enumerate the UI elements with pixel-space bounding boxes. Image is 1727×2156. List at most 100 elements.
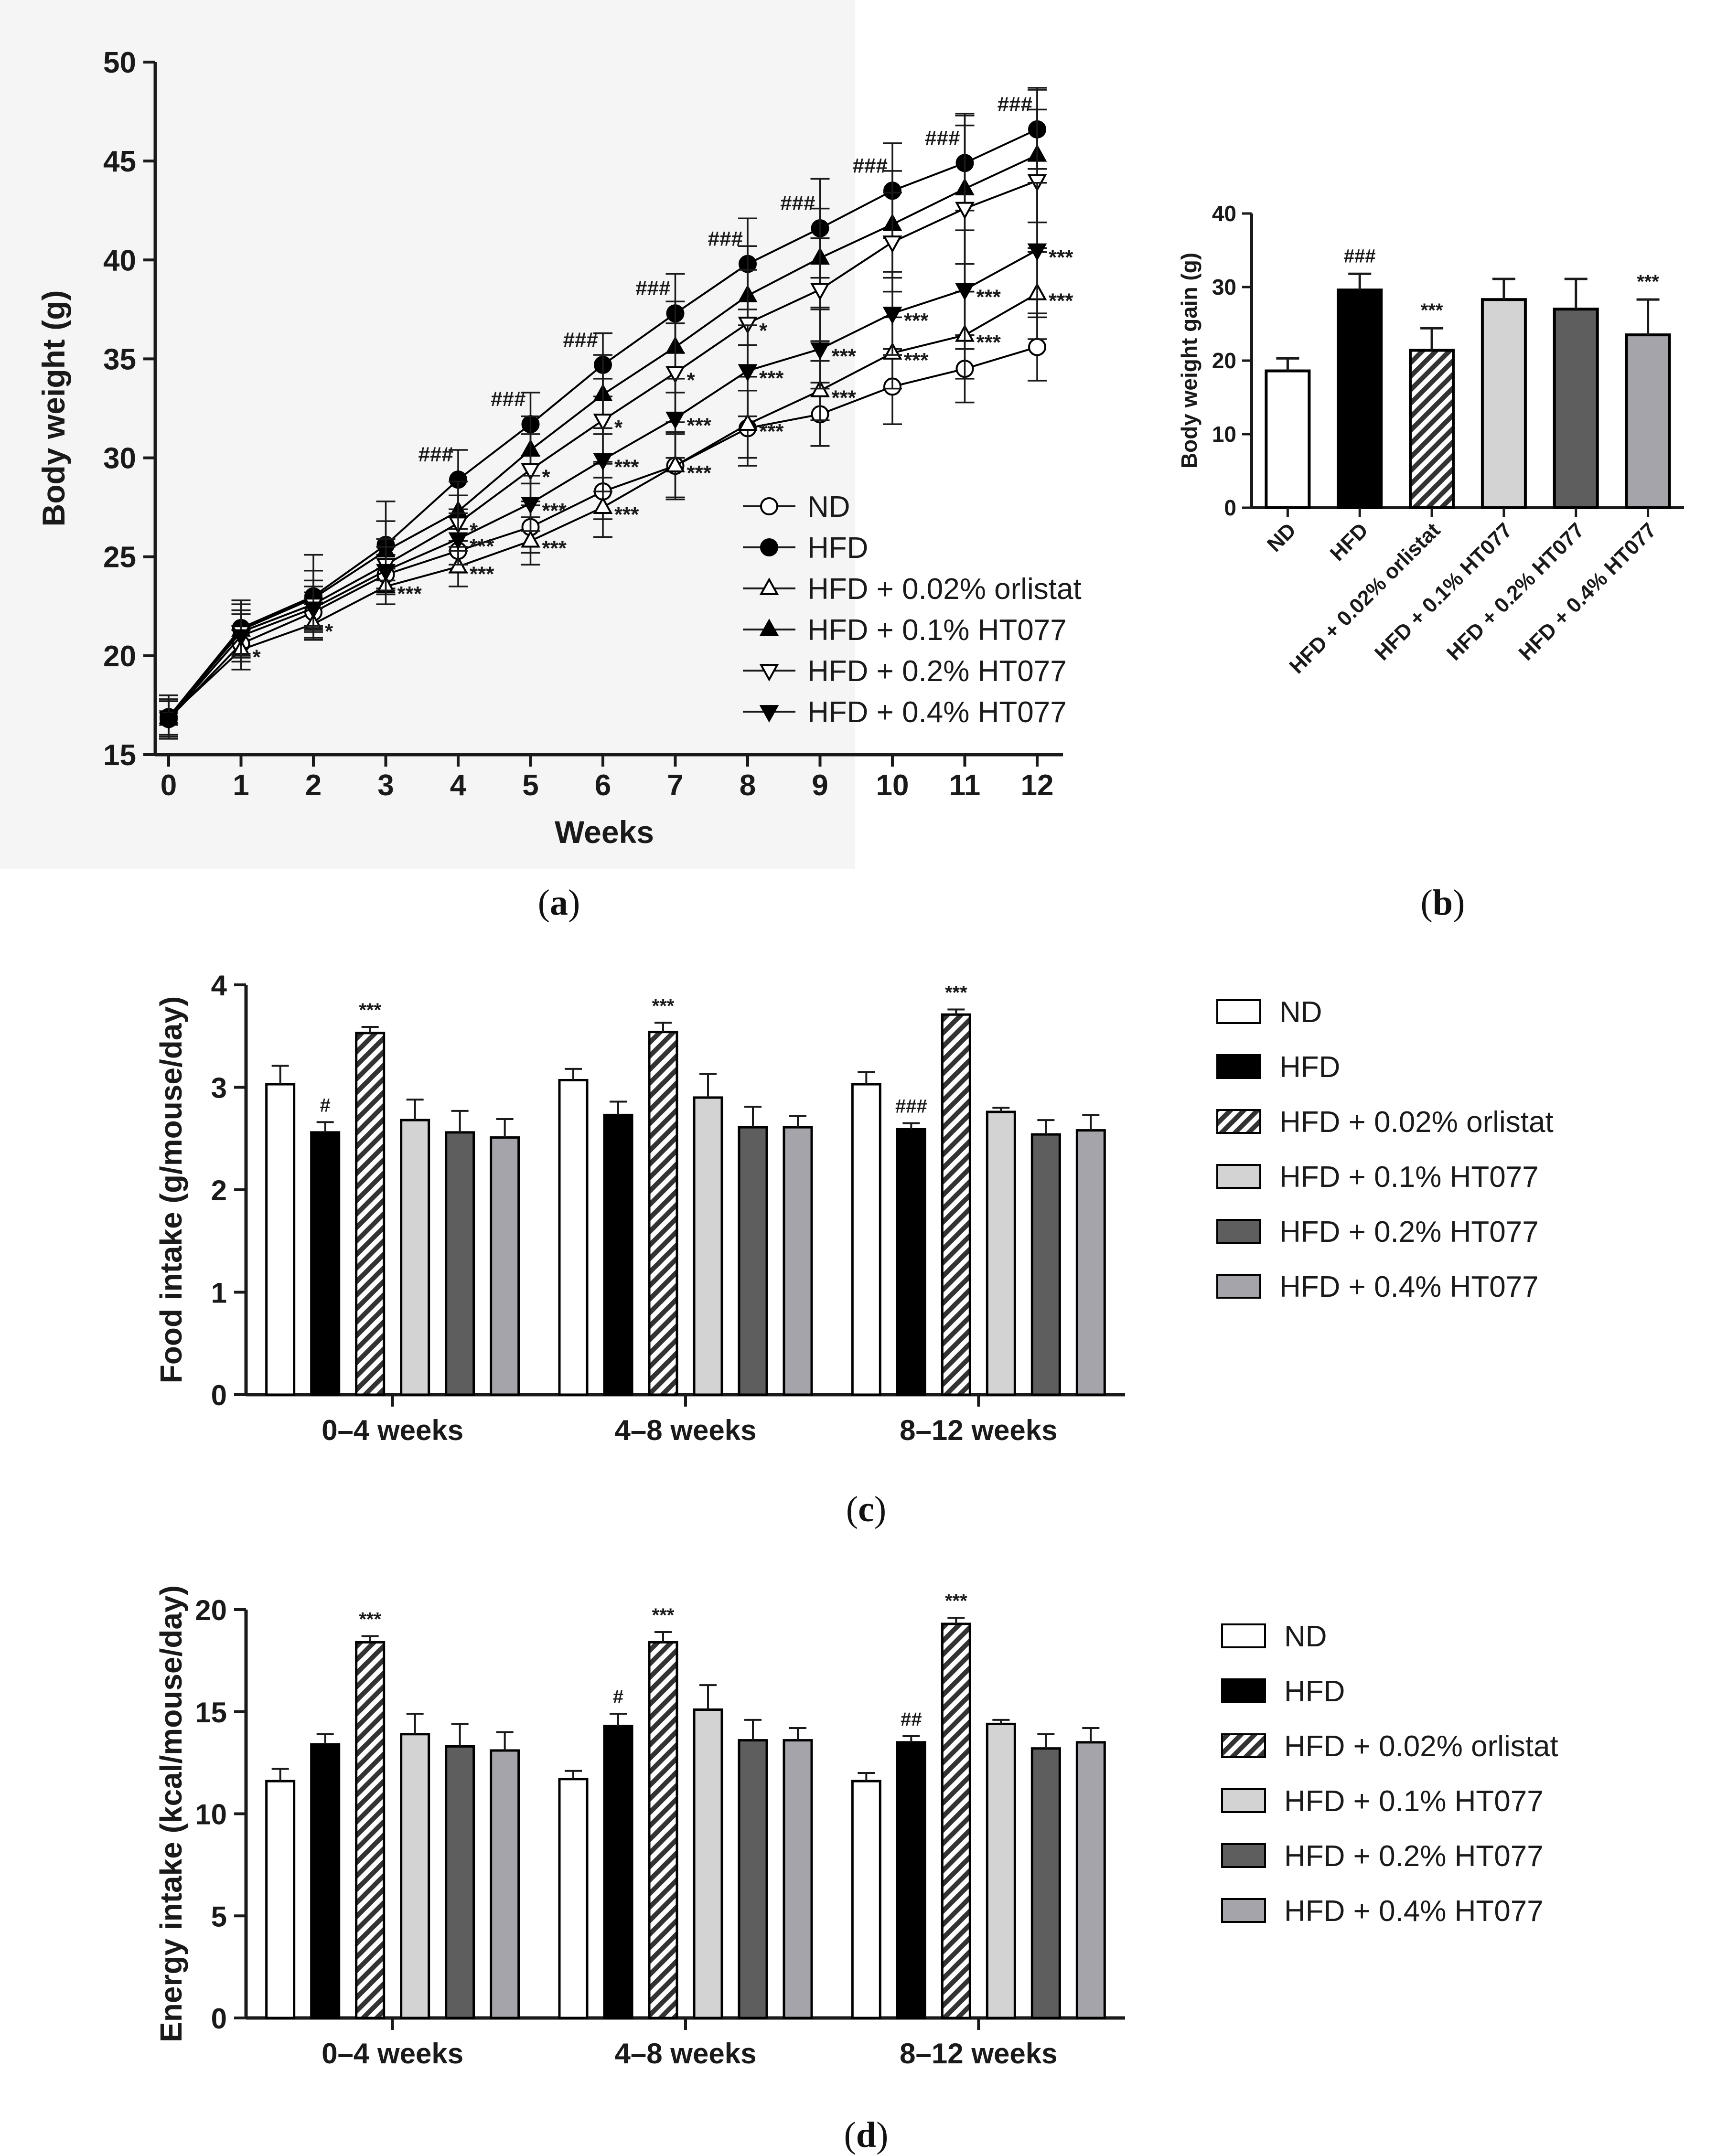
panel-d-legend-swatch — [1221, 1788, 1266, 1813]
panel-d-bar — [1075, 1741, 1106, 2019]
panel-d-significance: *** — [359, 1609, 381, 1630]
panel-a-significance: *** — [832, 345, 857, 368]
panel-d-bar — [896, 1741, 926, 2019]
panel-a-y-tick-label: 35 — [103, 343, 136, 376]
panel-a-significance: *** — [904, 309, 929, 332]
panel-c-legend-label: HFD — [1279, 1051, 1340, 1084]
panel-b-x-tick-label: HFD + 0.4% HT077 — [1514, 518, 1661, 665]
panel-a-x-tick-label: 6 — [595, 769, 611, 802]
panel-a-x-tick-label: 9 — [812, 769, 828, 802]
panel-a-x-tick-label: 11 — [949, 769, 981, 802]
panel-b-bar — [1553, 308, 1599, 509]
panel-d-significance: *** — [945, 1590, 967, 1612]
panel-a-significance: * — [253, 645, 261, 669]
panel-d-bar — [1030, 1747, 1061, 2019]
panel-d-bar — [648, 1641, 678, 2019]
panel-c-bar — [783, 1126, 813, 1396]
panel-a-legend-label: HFD + 0.02% orlistat — [807, 573, 1082, 606]
panel-a-data-point — [159, 712, 179, 730]
panel-c-bar — [1075, 1129, 1106, 1396]
panel-c-bar — [310, 1131, 341, 1396]
panel-c-x-tick-label: 0–4 weeks — [322, 1414, 463, 1446]
panel-c-significance: ### — [895, 1096, 927, 1117]
panel-c-bar — [738, 1126, 768, 1396]
panel-b-y-tick-label: 0 — [1224, 495, 1236, 520]
panel-b-x-tick-label: HFD + 0.2% HT077 — [1442, 518, 1589, 665]
panel-c-significance: *** — [945, 982, 967, 1003]
panel-a-legend-marker — [760, 497, 778, 515]
panel-a-significance: *** — [832, 386, 857, 410]
panel-d-y-tick-label: 5 — [211, 1900, 227, 1932]
panel-a-significance: *** — [759, 366, 784, 390]
panel-a-background — [0, 0, 855, 869]
panel-d-bar — [693, 1708, 723, 2019]
panel-d-bar — [355, 1641, 386, 2019]
panel-a-legend-label: HFD + 0.2% HT077 — [807, 655, 1067, 688]
panel-c-bar — [941, 1013, 971, 1396]
panel-d-label: (d) — [844, 2115, 889, 2155]
panel-a-x-axis-label: Weeks — [555, 814, 654, 850]
panel-a-significance: *** — [397, 582, 422, 606]
panel-a-significance: ### — [635, 277, 670, 300]
panel-d-legend-swatch — [1221, 1733, 1266, 1758]
panel-d-bar — [851, 1780, 881, 2019]
panel-a-significance: * — [687, 368, 696, 392]
panel-c-bar — [603, 1113, 633, 1396]
panel-a-data-point — [593, 496, 613, 514]
panel-c-legend-swatch — [1216, 1219, 1261, 1244]
panel-a-legend-label: HFD — [807, 532, 868, 565]
panel-a-data-point — [738, 364, 758, 382]
panel-a-data-point — [303, 601, 323, 619]
panel-d-y-axis-label: Energy intake (kcal/mouse/day) — [154, 1585, 188, 2042]
panel-d-bar — [558, 1778, 589, 2019]
panel-d-bar — [738, 1739, 768, 2019]
panel-a-data-point — [810, 283, 830, 301]
panel-c-y-axis-label: Food intake (g/mouse/day) — [154, 996, 188, 1384]
panel-c-x-tick-label: 4–8 weeks — [615, 1414, 757, 1446]
panel-a-data-point — [955, 202, 975, 220]
panel-a-letter: a — [550, 883, 568, 923]
panel-d-bar — [490, 1749, 520, 2019]
panel-d-significance: # — [613, 1686, 623, 1708]
panel-c-letter: c — [858, 1489, 874, 1529]
panel-a-x-tick-label: 0 — [161, 769, 177, 802]
panel-a-significance: * — [542, 465, 551, 489]
panel-b-bar — [1265, 369, 1311, 509]
panel-d-bar — [783, 1739, 813, 2019]
panel-a-x-tick-label: 2 — [305, 769, 322, 802]
panel-b-x-tick-label: HFD + 0.1% HT077 — [1370, 518, 1517, 665]
panel-a-significance: * — [325, 620, 333, 643]
panel-b-y-tick-label: 40 — [1212, 201, 1236, 226]
panel-c-bar — [896, 1128, 926, 1396]
panel-a-significance: ### — [491, 387, 526, 411]
panel-b-significance: *** — [1637, 271, 1659, 292]
panel-d-significance: *** — [652, 1605, 675, 1626]
panel-d-bar — [265, 1780, 296, 2019]
panel-a-significance: *** — [976, 331, 1001, 354]
panel-a-legend-marker — [759, 705, 779, 723]
panel-a-data-point — [882, 235, 902, 253]
panel-d-y-tick-label: 10 — [195, 1799, 227, 1831]
panel-a-significance: *** — [542, 499, 567, 523]
panel-a-data-point — [521, 530, 540, 548]
panel-c-y-tick-label: 2 — [211, 1174, 227, 1206]
panel-a-legend-marker — [759, 577, 779, 595]
panel-d-x-tick-label: 4–8 weeks — [615, 2038, 757, 2070]
panel-a-significance: *** — [470, 562, 494, 586]
panel-c-bar — [445, 1131, 475, 1396]
panel-d-significance: ## — [901, 1709, 922, 1730]
panel-a-y-tick-label: 20 — [103, 640, 136, 673]
panel-c-y-tick-label: 1 — [211, 1277, 227, 1309]
panel-a-y-tick-label: 15 — [103, 739, 136, 772]
panel-d-bar — [400, 1733, 430, 2019]
panel-b-bar — [1480, 298, 1527, 509]
panel-c-legend-swatch — [1216, 999, 1261, 1024]
panel-a-data-point — [810, 342, 830, 360]
panel-b-bar — [1409, 349, 1455, 509]
panel-b-y-axis-label: Body weight gain (g) — [1177, 253, 1201, 469]
panel-a-legend-marker — [759, 619, 779, 636]
panel-c-y-tick-label: 3 — [211, 1072, 227, 1104]
panel-d-bar — [310, 1743, 341, 2019]
panel-a-significance: *** — [687, 414, 712, 438]
panel-c-significance: # — [320, 1095, 331, 1116]
